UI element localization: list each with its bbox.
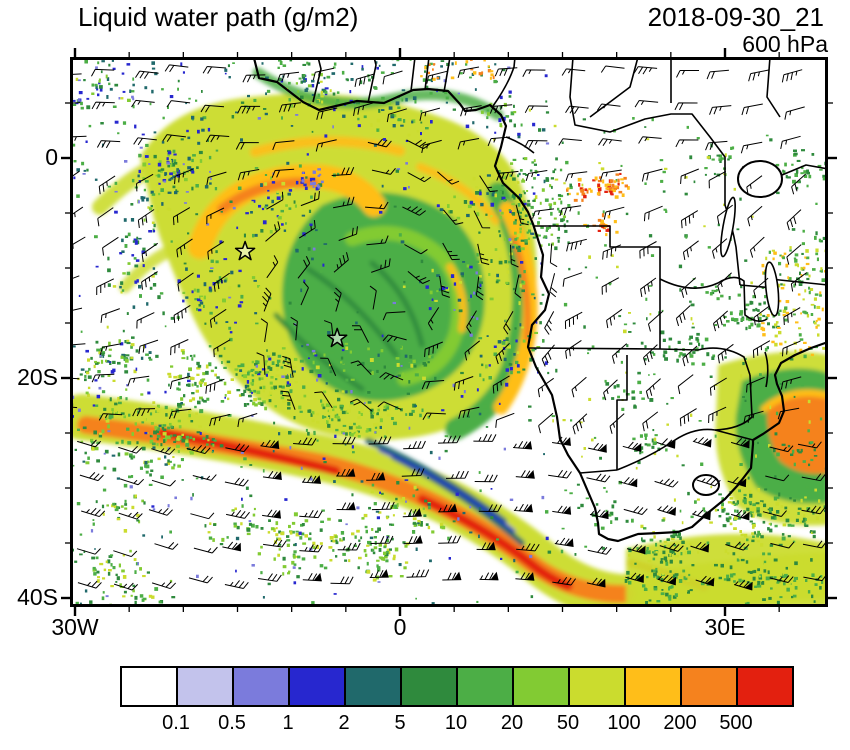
colorbar-tick-label: 1	[282, 712, 294, 734]
colorbar-cell	[680, 666, 738, 707]
star-markers	[234, 240, 348, 348]
colorbar-cell	[512, 666, 570, 707]
y-axis-tick-label: 20S	[17, 364, 58, 390]
colorbar-cell	[232, 666, 290, 707]
colorbar-cell	[400, 666, 458, 707]
lwp-filled-contours	[70, 67, 828, 607]
y-axis-tick-label: 40S	[17, 584, 58, 610]
colorbar-cell	[288, 666, 346, 707]
colorbar-tick-label: 500	[719, 712, 753, 734]
colorbar-tick-label: 100	[607, 712, 641, 734]
datetime-label: 2018-09-30_21	[647, 2, 824, 32]
x-axis-tick-label: 30E	[704, 614, 746, 640]
colorbar-cell	[176, 666, 234, 707]
colorbar-tick-label: 200	[663, 712, 697, 734]
colorbar-cell	[736, 666, 794, 707]
colorbar-tick-label: 0.5	[218, 712, 246, 734]
colorbar-tick-label: 2	[338, 712, 350, 734]
colorbar-tick-label: 50	[556, 712, 580, 734]
colorbar-tick-label: 20	[500, 712, 524, 734]
colorbar	[120, 666, 794, 707]
colorbar-tick-label: 0.1	[162, 712, 190, 734]
colorbar-cell	[624, 666, 682, 707]
pressure-level-label: 600 hPa	[742, 31, 828, 57]
weather-map-svg	[61, 48, 837, 616]
y-axis-tick-label: 0	[45, 144, 58, 170]
x-axis-tick-label: 30W	[51, 614, 99, 640]
map-frame	[61, 48, 837, 616]
colorbar-tick-label: 10	[444, 712, 468, 734]
coastlines-borders	[252, 57, 828, 543]
colorbar-cell	[120, 666, 178, 707]
map-area	[61, 48, 837, 616]
colorbar-cell	[344, 666, 402, 707]
colorbar-tick-label: 5	[394, 712, 406, 734]
x-axis-tick-label: 0	[393, 614, 407, 640]
page-title: Liquid water path (g/m2)	[78, 2, 359, 32]
wind-barbs	[70, 64, 828, 591]
colorbar-cell	[568, 666, 626, 707]
colorbar-cell	[456, 666, 514, 707]
